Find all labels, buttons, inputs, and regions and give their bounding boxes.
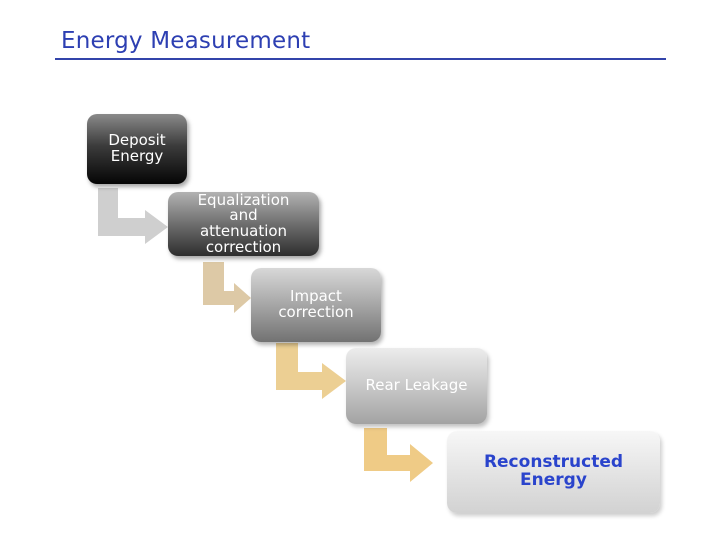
step-label-line: correction <box>278 303 354 321</box>
step-label-line: Deposit <box>108 131 166 150</box>
step-reconstructed-energy: Reconstructed Energy <box>447 431 660 513</box>
step-equalization-attenuation-correction: Equalization and attenuation correction <box>168 192 319 256</box>
bent-arrow-1 <box>98 188 168 244</box>
step-label-line: Rear Leakage <box>365 376 468 395</box>
step-label-line: and <box>229 206 258 225</box>
step-label-line: Reconstructed <box>483 452 624 473</box>
step-impact-correction: Impact correction <box>251 268 381 342</box>
step-label-line: Energy <box>110 147 164 165</box>
step-label-line: Energy <box>520 470 587 490</box>
bent-arrow-3 <box>276 343 346 399</box>
step-label-line: Impact <box>290 287 342 306</box>
bent-arrow-2 <box>203 262 251 313</box>
step-label-line: Equalization <box>197 190 290 209</box>
bent-arrow-4 <box>364 428 433 482</box>
title-underline <box>55 58 666 60</box>
step-deposit-energy: Deposit Energy <box>87 114 187 184</box>
step-label-line: attenuation <box>199 222 288 240</box>
slide-title: Energy Measurement <box>61 28 311 54</box>
step-rear-leakage: Rear Leakage <box>346 348 487 424</box>
step-label-line: correction <box>205 237 282 256</box>
